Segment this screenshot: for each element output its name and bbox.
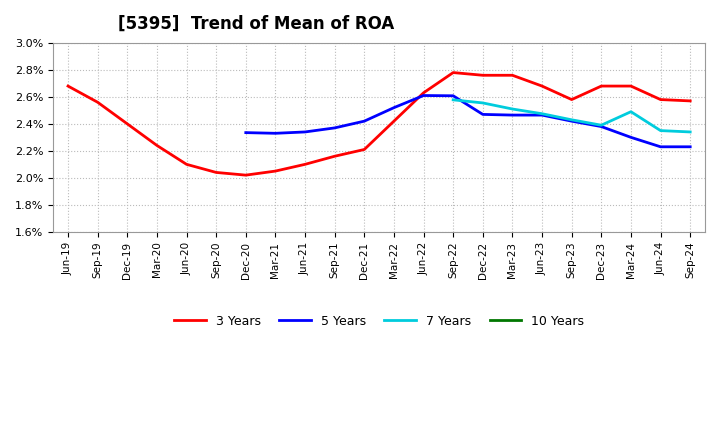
3 Years <box>686 98 695 103</box>
5 Years <box>538 113 546 118</box>
Line: 5 Years: 5 Years <box>246 95 690 147</box>
3 Years <box>538 84 546 89</box>
3 Years <box>63 84 72 89</box>
5 Years <box>479 112 487 117</box>
5 Years <box>656 144 665 150</box>
3 Years <box>301 161 310 167</box>
3 Years <box>597 84 606 89</box>
3 Years <box>419 90 428 95</box>
5 Years <box>686 144 695 150</box>
5 Years <box>301 129 310 135</box>
5 Years <box>360 118 369 124</box>
3 Years <box>656 97 665 102</box>
3 Years <box>94 99 102 105</box>
7 Years <box>567 117 576 122</box>
3 Years <box>271 169 280 174</box>
5 Years <box>597 124 606 129</box>
5 Years <box>390 105 398 110</box>
Text: [5395]  Trend of Mean of ROA: [5395] Trend of Mean of ROA <box>118 15 395 33</box>
7 Years <box>597 123 606 128</box>
3 Years <box>182 161 191 167</box>
3 Years <box>449 70 457 75</box>
3 Years <box>626 84 635 89</box>
3 Years <box>153 143 161 148</box>
3 Years <box>360 147 369 152</box>
5 Years <box>567 118 576 124</box>
3 Years <box>390 118 398 124</box>
3 Years <box>567 97 576 102</box>
5 Years <box>330 125 339 131</box>
5 Years <box>508 113 517 118</box>
5 Years <box>271 131 280 136</box>
5 Years <box>449 93 457 99</box>
3 Years <box>123 121 132 126</box>
7 Years <box>449 97 457 103</box>
3 Years <box>212 170 220 175</box>
7 Years <box>656 128 665 133</box>
5 Years <box>241 130 250 135</box>
7 Years <box>626 109 635 114</box>
Legend: 3 Years, 5 Years, 7 Years, 10 Years: 3 Years, 5 Years, 7 Years, 10 Years <box>169 310 589 333</box>
Line: 7 Years: 7 Years <box>453 100 690 132</box>
7 Years <box>538 111 546 116</box>
5 Years <box>626 135 635 140</box>
7 Years <box>508 106 517 112</box>
3 Years <box>241 172 250 178</box>
5 Years <box>419 93 428 98</box>
3 Years <box>330 154 339 159</box>
3 Years <box>508 73 517 78</box>
3 Years <box>479 73 487 78</box>
7 Years <box>479 100 487 106</box>
7 Years <box>686 129 695 135</box>
Line: 3 Years: 3 Years <box>68 73 690 175</box>
